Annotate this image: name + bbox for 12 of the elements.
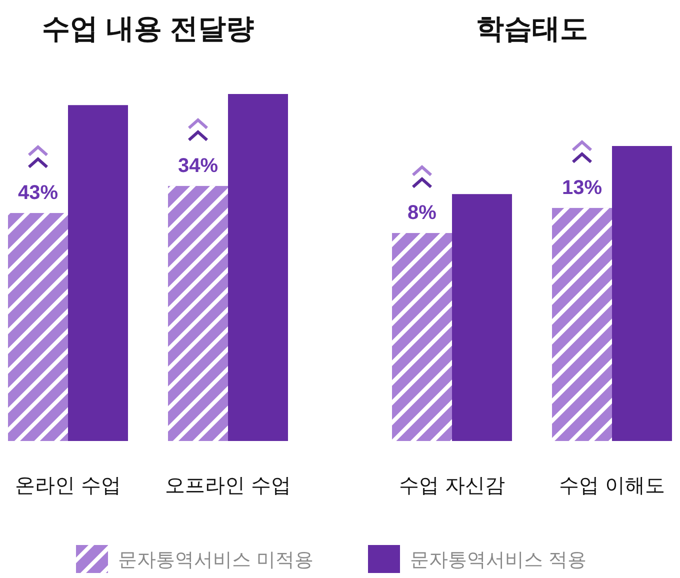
legend-label: 문자통역서비스 적용 <box>410 550 586 571</box>
legend-label: 문자통역서비스 미적용 <box>118 550 314 571</box>
annotation: 13% <box>562 176 602 199</box>
annotation: 34% <box>178 154 218 177</box>
annotation: 8% <box>408 202 437 224</box>
x-tick-label: 수업 이해도 <box>559 475 665 497</box>
x-tick-label: 수업 자신감 <box>399 475 505 497</box>
x-tick-label: 온라인 수업 <box>15 475 121 497</box>
annotation: 43% <box>18 182 58 204</box>
chart-title: 수업 내용 전달량 <box>42 13 254 44</box>
x-tick-label: 오프라인 수업 <box>165 475 291 497</box>
chart-title: 학습태도 <box>476 13 588 44</box>
